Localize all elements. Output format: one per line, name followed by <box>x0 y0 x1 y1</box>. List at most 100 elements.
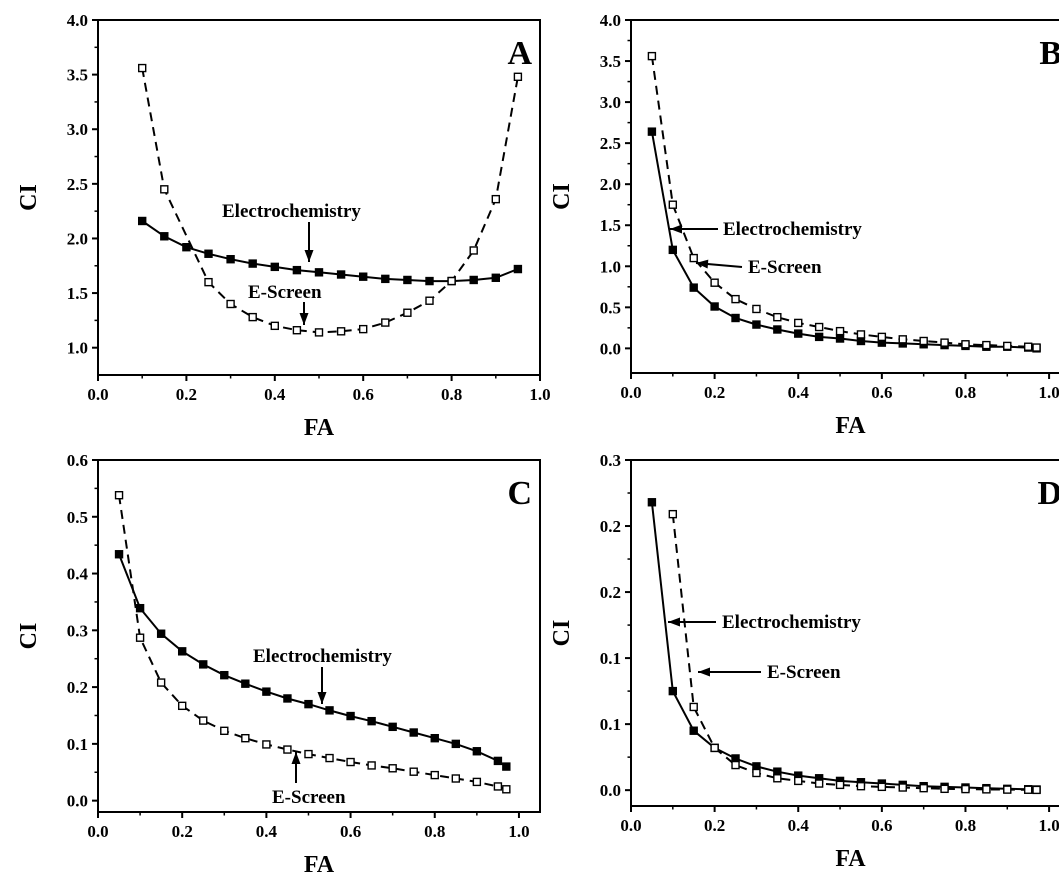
annotation-arrowhead <box>304 250 314 262</box>
annotation-arrowhead <box>696 259 709 269</box>
data-point <box>156 629 166 638</box>
y-tick-label: 0.4 <box>67 565 89 584</box>
series-line-electrochemistry <box>141 220 519 283</box>
data-point <box>689 283 698 292</box>
y-tick-label: 0.6 <box>67 451 88 470</box>
data-point <box>226 255 235 264</box>
data-point <box>668 509 678 519</box>
annotation-label: Electrochemistry <box>253 646 392 667</box>
data-point <box>325 706 334 715</box>
data-point <box>241 679 250 688</box>
data-point <box>877 782 887 792</box>
x-tick-label: 0.0 <box>87 822 108 841</box>
y-tick-label: 0.0 <box>600 781 621 800</box>
data-point <box>982 785 991 794</box>
data-point <box>367 761 376 770</box>
data-point <box>689 702 698 712</box>
data-point <box>292 326 302 335</box>
data-point <box>752 768 761 778</box>
data-point <box>752 320 761 329</box>
data-point <box>359 272 368 281</box>
series-line-e-screen <box>118 495 507 791</box>
data-point <box>430 770 439 780</box>
data-point <box>114 491 124 500</box>
x-tick-label: 1.0 <box>1038 816 1059 835</box>
x-tick-label: 0.6 <box>871 816 892 835</box>
x-tick-label: 0.6 <box>340 822 361 841</box>
data-point <box>814 779 824 788</box>
y-tick-label: 0.0 <box>600 339 621 358</box>
x-tick-label: 0.8 <box>424 822 445 841</box>
x-tick-label: 0.4 <box>264 385 286 404</box>
y-tick-label: 2.0 <box>67 229 88 248</box>
data-point <box>137 63 147 73</box>
series-line-electrochemistry <box>650 131 1037 350</box>
data-point <box>493 782 503 791</box>
x-tick-label: 0.8 <box>441 385 462 404</box>
annotation-arrowhead <box>317 692 327 704</box>
data-point <box>502 785 511 794</box>
plot-frame <box>97 19 541 376</box>
data-point <box>314 328 324 337</box>
data-point <box>668 686 678 696</box>
y-tick-label: 1.5 <box>600 216 621 235</box>
data-point <box>451 774 461 783</box>
data-point <box>204 249 213 258</box>
data-point <box>137 216 147 226</box>
data-point <box>403 308 412 317</box>
data-point <box>1032 785 1041 795</box>
data-point <box>814 322 824 332</box>
data-point <box>513 72 523 82</box>
data-point <box>304 749 313 759</box>
annotation-label: E-Screen <box>767 662 841 683</box>
data-point <box>1023 785 1033 794</box>
data-point <box>262 687 271 696</box>
annotation-arrowhead <box>698 667 710 677</box>
chart-panel-c: 0.0 0.2 0.4 0.6 0.8 1.0 0.0 0.1 0.2 0.3 0.4 0.5 0.6 F… <box>16 451 541 878</box>
data-point <box>773 774 782 783</box>
data-point <box>135 633 145 642</box>
data-point <box>314 268 324 277</box>
chart-panel-b: 0.0 0.2 0.4 0.6 0.8 1.0 0.0 0.5 1.0 1.5 2.0 2.5 3.0 3… <box>549 11 1059 439</box>
data-point <box>1003 341 1012 351</box>
x-tick-label: 0.0 <box>620 816 641 835</box>
annotation-label: E-Screen <box>248 282 322 303</box>
y-tick-label: 4.0 <box>67 11 88 30</box>
annotation-arrowhead <box>668 617 680 627</box>
series-line-e-screen <box>141 67 519 334</box>
data-point <box>961 340 970 349</box>
data-point <box>177 701 187 711</box>
series-line-electrochemistry <box>650 502 1037 791</box>
y-axis-label: CI <box>16 623 42 650</box>
data-point <box>156 678 166 687</box>
data-point <box>731 294 740 304</box>
x-tick-label: 0.8 <box>955 816 976 835</box>
x-tick-label: 0.2 <box>172 822 193 841</box>
data-point <box>135 603 145 613</box>
annotation-arrowhead <box>291 752 301 764</box>
data-point <box>262 740 271 749</box>
annotation-label: Electrochemistry <box>722 612 861 633</box>
x-tick-label: 1.0 <box>529 385 550 404</box>
data-point <box>513 264 523 274</box>
data-point <box>409 767 418 776</box>
data-point <box>226 299 235 309</box>
y-tick-label: 3.5 <box>600 52 621 71</box>
data-point <box>430 733 439 743</box>
data-point <box>647 51 657 61</box>
chart-panel-d: 0.0 0.2 0.4 0.6 0.8 1.0 0.0 0.1 0.1 0.2 0.2 0.3 FA CI… <box>549 451 1059 872</box>
data-point <box>204 277 213 287</box>
data-point <box>668 245 678 255</box>
y-tick-label: 0.3 <box>600 451 621 470</box>
data-point <box>381 318 390 327</box>
series-line-e-screen <box>650 55 1037 349</box>
data-point <box>898 783 907 792</box>
data-point <box>1003 785 1012 794</box>
x-tick-label: 0.8 <box>955 383 976 402</box>
data-point <box>409 728 418 737</box>
x-tick-label: 0.2 <box>704 383 725 402</box>
data-point <box>940 784 949 794</box>
data-point <box>794 318 803 328</box>
data-point <box>710 302 719 311</box>
